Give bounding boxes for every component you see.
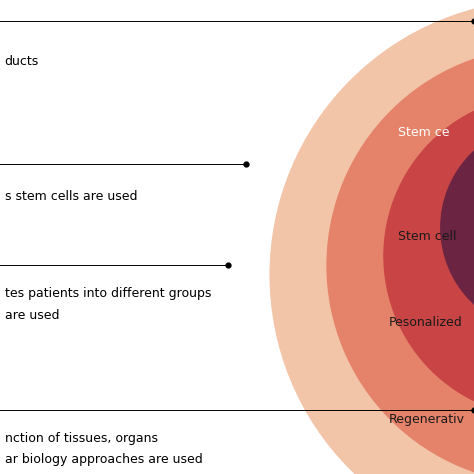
Circle shape — [327, 47, 474, 474]
Text: ar biology approaches are used: ar biology approaches are used — [5, 453, 202, 466]
Text: are used: are used — [5, 309, 59, 322]
Text: tes patients into different groups: tes patients into different groups — [5, 287, 211, 301]
Text: ducts: ducts — [5, 55, 39, 68]
Text: s stem cells are used: s stem cells are used — [5, 190, 137, 203]
Text: Stem cell: Stem cell — [398, 230, 456, 244]
Circle shape — [441, 123, 474, 332]
Text: Regenerativ: Regenerativ — [389, 413, 465, 426]
Circle shape — [384, 95, 474, 417]
Text: nction of tissues, organs: nction of tissues, organs — [5, 432, 158, 445]
Text: Pesonalized: Pesonalized — [389, 316, 463, 329]
Circle shape — [270, 0, 474, 474]
Text: Stem ce: Stem ce — [398, 126, 450, 139]
